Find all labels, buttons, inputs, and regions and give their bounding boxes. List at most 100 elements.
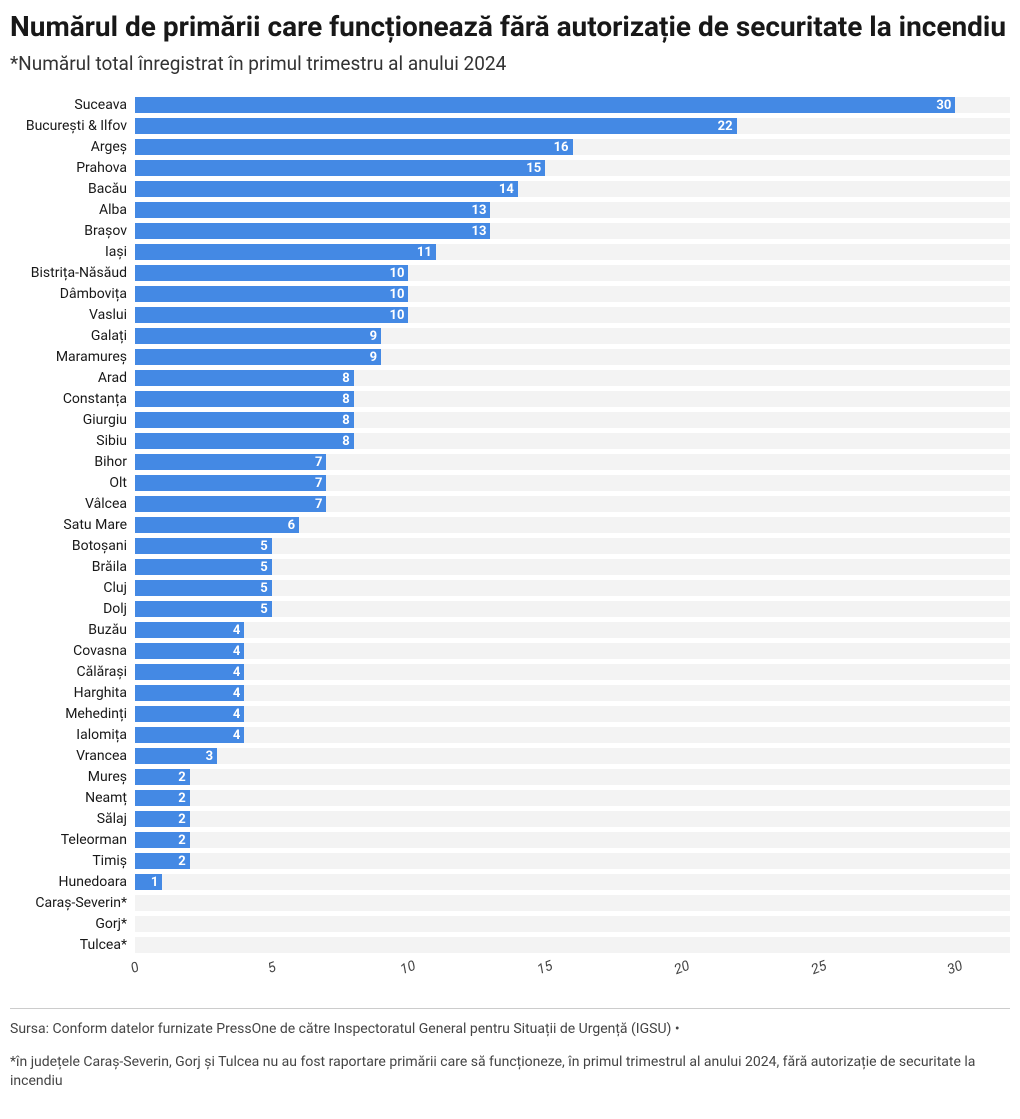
bar-track: 4 bbox=[135, 706, 1010, 722]
chart-row: Bistrița-Năsăud 10 bbox=[10, 263, 1010, 284]
bar: 9 bbox=[135, 349, 381, 365]
bar-track: 2 bbox=[135, 769, 1010, 785]
bar: 10 bbox=[135, 265, 408, 281]
chart-row: Hunedoara 1 bbox=[10, 872, 1010, 893]
bar: 2 bbox=[135, 832, 190, 848]
chart-row: București & Ilfov22 bbox=[10, 116, 1010, 137]
row-label: Argeș bbox=[10, 139, 135, 155]
row-label: Satu Mare bbox=[10, 517, 135, 533]
bar-value: 1 bbox=[151, 875, 158, 890]
row-label: Constanța bbox=[10, 391, 135, 407]
bar-value: 2 bbox=[178, 791, 185, 806]
bar-value: 8 bbox=[342, 392, 349, 407]
bar: 4 bbox=[135, 727, 244, 743]
bar-value: 4 bbox=[233, 665, 240, 680]
bar-value: 7 bbox=[315, 455, 322, 470]
row-label: Timiș bbox=[10, 853, 135, 869]
bar-track: 5 bbox=[135, 580, 1010, 596]
row-label: Tulcea* bbox=[10, 937, 135, 953]
axis-track: 051015202530 bbox=[135, 960, 1010, 990]
divider bbox=[10, 1008, 1010, 1009]
bar-track: 13 bbox=[135, 202, 1010, 218]
bar-track: 3 bbox=[135, 748, 1010, 764]
row-label: Bihor bbox=[10, 454, 135, 470]
chart-row: Teleorman2 bbox=[10, 830, 1010, 851]
bar: 14 bbox=[135, 181, 518, 197]
bar: 13 bbox=[135, 202, 490, 218]
bar-track: 8 bbox=[135, 412, 1010, 428]
row-label: Teleorman bbox=[10, 832, 135, 848]
bar: 7 bbox=[135, 475, 326, 491]
bar-value: 10 bbox=[390, 308, 405, 323]
bar-track: 7 bbox=[135, 475, 1010, 491]
chart-row: Sibiu 8 bbox=[10, 431, 1010, 452]
row-label: Caraș-Severin* bbox=[10, 895, 135, 911]
bar: 22 bbox=[135, 118, 737, 134]
bar: 4 bbox=[135, 706, 244, 722]
chart-row: Sălaj2 bbox=[10, 809, 1010, 830]
bar-value: 10 bbox=[390, 266, 405, 281]
bar: 4 bbox=[135, 685, 244, 701]
bar-value: 8 bbox=[342, 434, 349, 449]
row-label: Harghita bbox=[10, 685, 135, 701]
row-label: Dolj bbox=[10, 601, 135, 617]
bar-track: 7 bbox=[135, 496, 1010, 512]
row-label: Ialomița bbox=[10, 727, 135, 743]
chart-row: Iași 11 bbox=[10, 242, 1010, 263]
bar-value: 4 bbox=[233, 686, 240, 701]
row-label: Vaslui bbox=[10, 307, 135, 323]
bar: 5 bbox=[135, 538, 272, 554]
chart-row: Brăila5 bbox=[10, 557, 1010, 578]
row-label: Botoșani bbox=[10, 538, 135, 554]
bar: 9 bbox=[135, 328, 381, 344]
chart-row: Dolj5 bbox=[10, 599, 1010, 620]
bar: 7 bbox=[135, 454, 326, 470]
bar: 6 bbox=[135, 517, 299, 533]
chart-row: Călărași 4 bbox=[10, 662, 1010, 683]
bar-value: 6 bbox=[288, 518, 295, 533]
row-label: Brăila bbox=[10, 559, 135, 575]
bar-track: 2 bbox=[135, 832, 1010, 848]
chart-row: Alba13 bbox=[10, 200, 1010, 221]
row-label: Mehedinți bbox=[10, 706, 135, 722]
bar: 16 bbox=[135, 139, 573, 155]
chart-row: Covasna4 bbox=[10, 641, 1010, 662]
bar: 3 bbox=[135, 748, 217, 764]
bar: 5 bbox=[135, 601, 272, 617]
chart-row: Mehedinți4 bbox=[10, 704, 1010, 725]
row-label: Iași bbox=[10, 244, 135, 260]
row-label: Prahova bbox=[10, 160, 135, 176]
bar-track: 9 bbox=[135, 349, 1010, 365]
bar-track: 4 bbox=[135, 727, 1010, 743]
row-label: Hunedoara bbox=[10, 874, 135, 890]
row-label: Bistrița-Năsăud bbox=[10, 265, 135, 281]
bar: 1 bbox=[135, 874, 162, 890]
bar-value: 11 bbox=[417, 245, 432, 260]
bar-track: 22 bbox=[135, 118, 1010, 134]
chart-title: Numărul de primării care funcționează fă… bbox=[10, 10, 1010, 44]
axis-tick: 25 bbox=[811, 960, 826, 976]
chart-row: Caraș-Severin* bbox=[10, 893, 1010, 914]
row-label: Călărași bbox=[10, 664, 135, 680]
row-label: Sibiu bbox=[10, 433, 135, 449]
chart-row: Giurgiu8 bbox=[10, 410, 1010, 431]
bar-value: 10 bbox=[390, 287, 405, 302]
bar: 4 bbox=[135, 622, 244, 638]
chart-row: Ialomița4 bbox=[10, 725, 1010, 746]
axis-tick: 5 bbox=[268, 960, 276, 976]
row-label: București & Ilfov bbox=[10, 118, 135, 134]
bar-value: 13 bbox=[472, 224, 487, 239]
row-label: Mureș bbox=[10, 769, 135, 785]
bar: 30 bbox=[135, 97, 955, 113]
bar-track: 2 bbox=[135, 853, 1010, 869]
bar-track: 7 bbox=[135, 454, 1010, 470]
bar: 8 bbox=[135, 370, 354, 386]
bar-value: 16 bbox=[554, 140, 569, 155]
bar-value: 8 bbox=[342, 413, 349, 428]
row-label: Covasna bbox=[10, 643, 135, 659]
bar: 5 bbox=[135, 559, 272, 575]
chart-row: Botoșani5 bbox=[10, 536, 1010, 557]
axis-tick: 10 bbox=[401, 960, 416, 976]
axis-tick: 30 bbox=[948, 960, 963, 976]
bar-track: 16 bbox=[135, 139, 1010, 155]
